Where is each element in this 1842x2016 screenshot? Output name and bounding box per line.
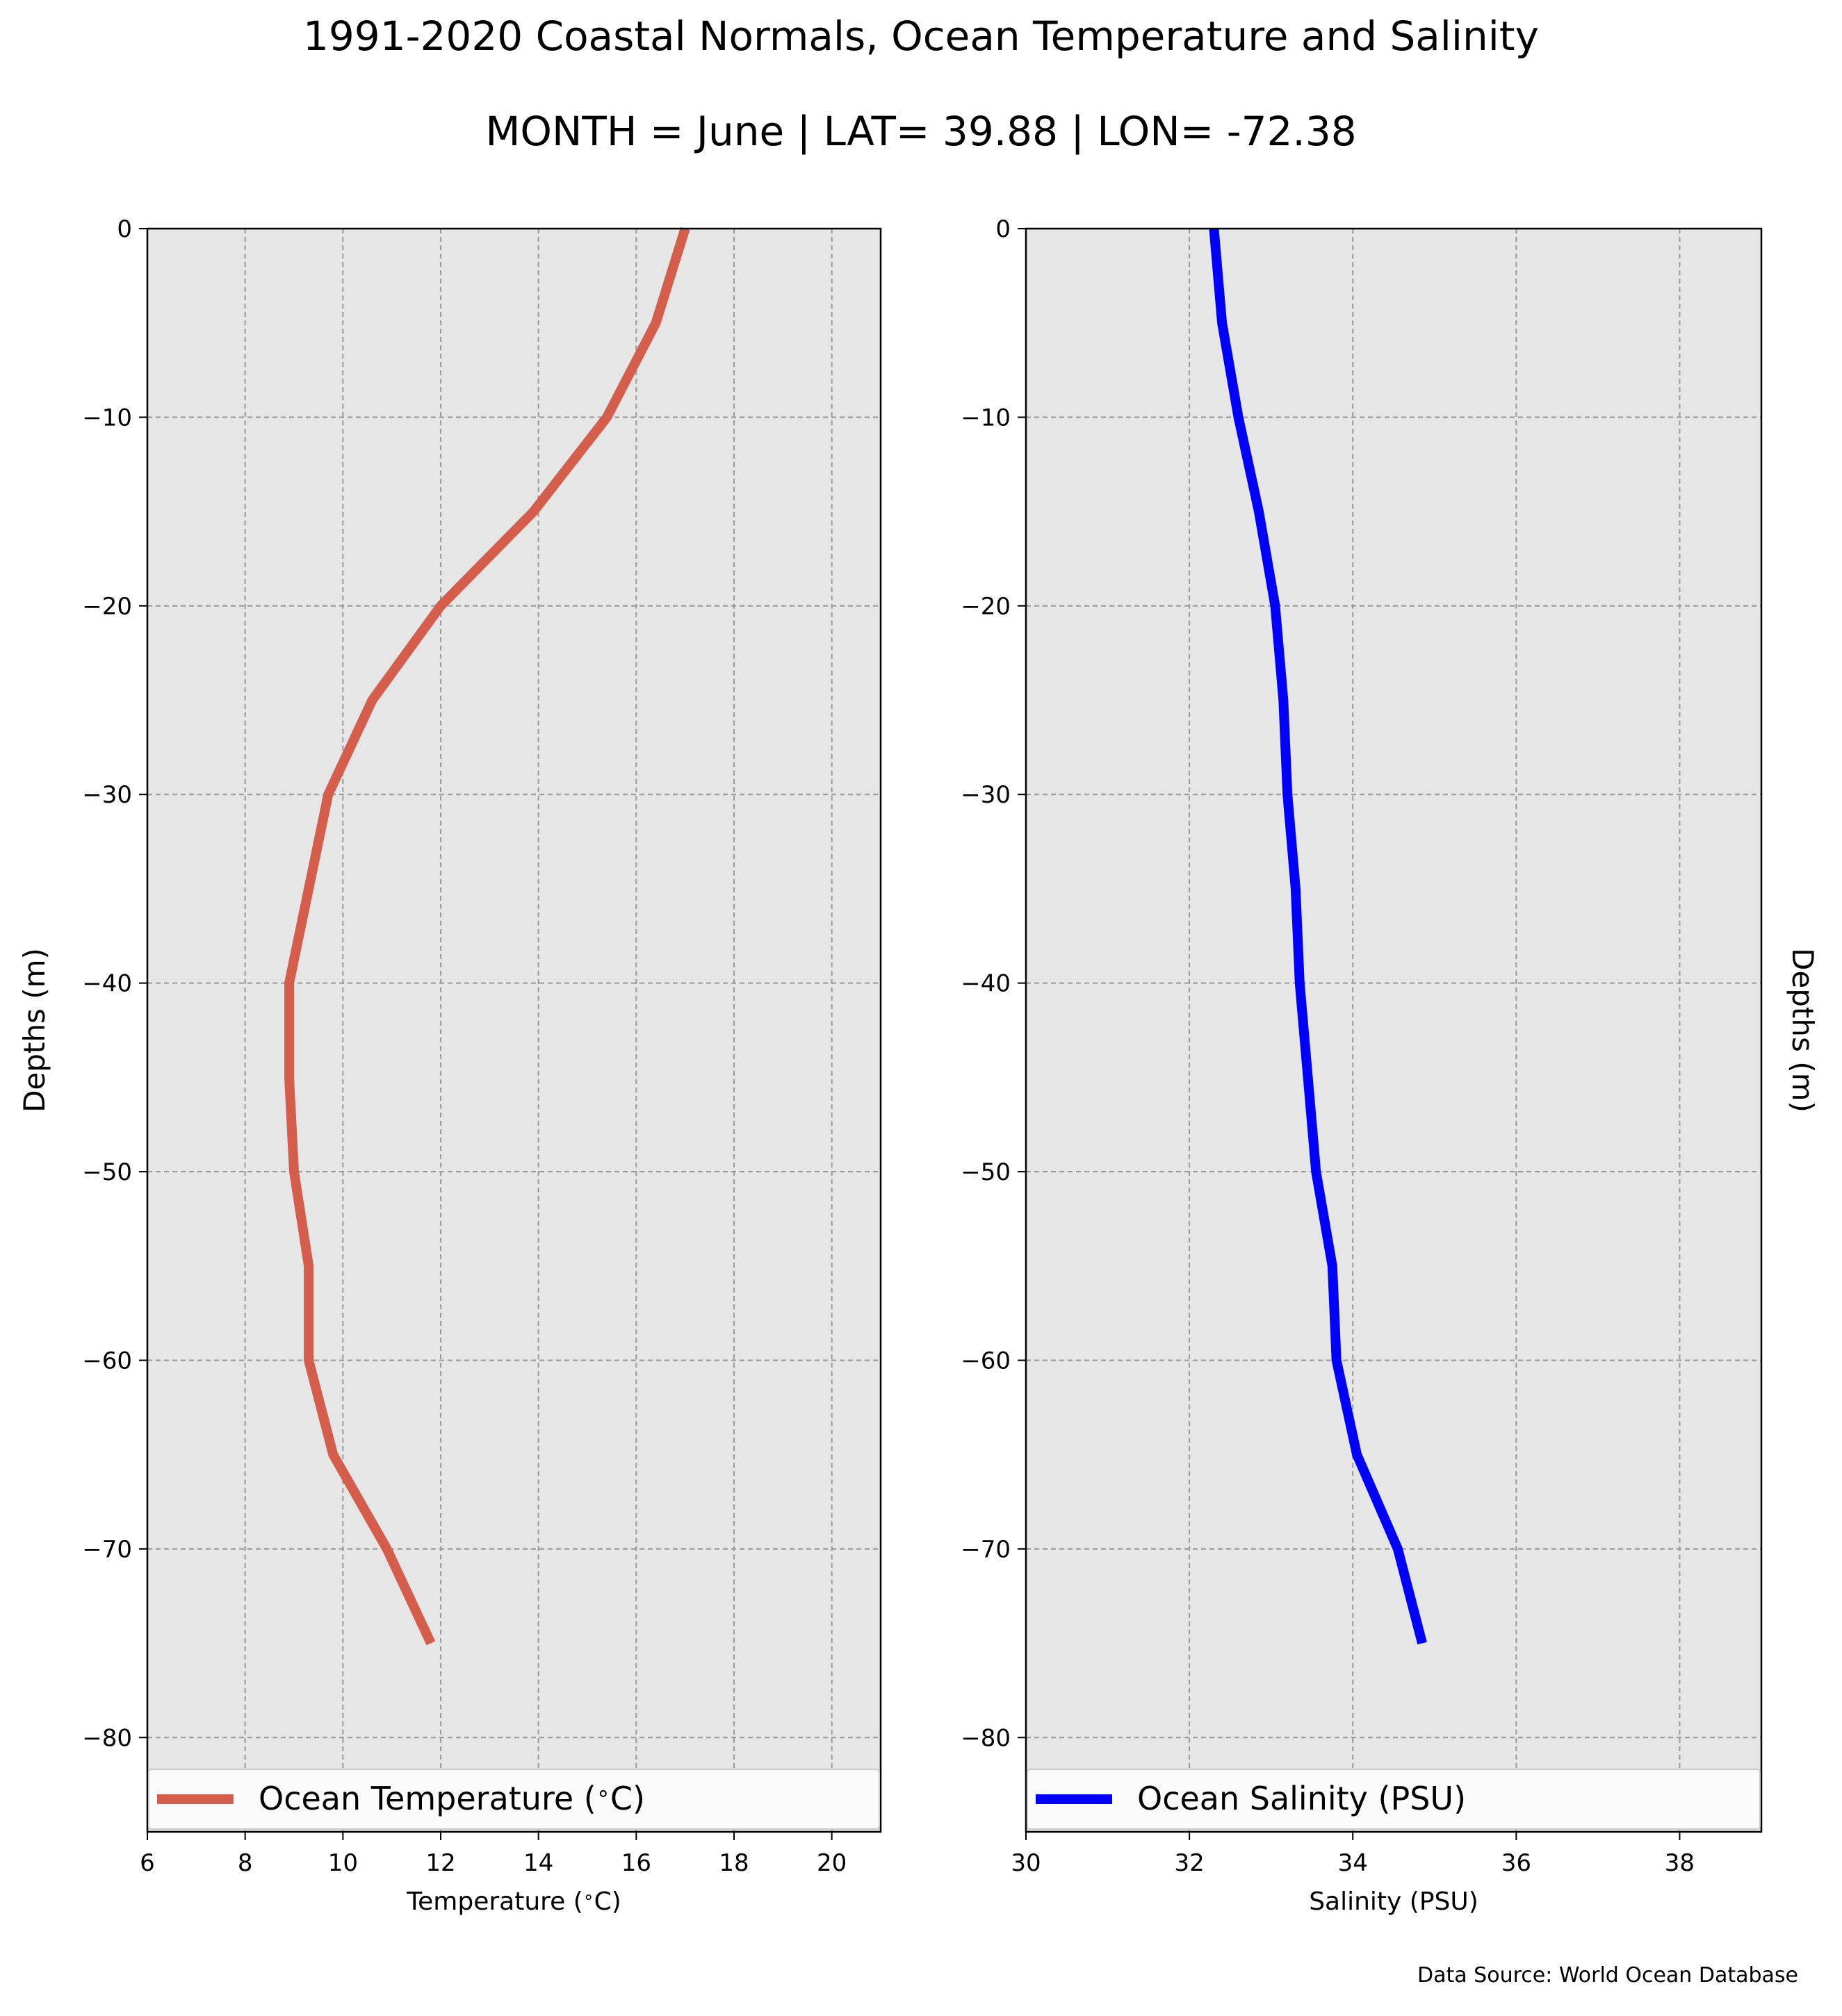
- y-tick-label: −50: [961, 1158, 1011, 1186]
- chart-panel-2: 30 32 34 36 38 0 −10 −20 −30 −40 −50 −60 −70 −80 Ocean…: [961, 215, 1820, 1916]
- data-source-note: Data Source: World Ocean Database: [1417, 1963, 1798, 1988]
- y-tick-label: −30: [961, 781, 1011, 809]
- legend-label: Ocean Temperature (∘C): [259, 1780, 645, 1817]
- axes-frame: [146, 227, 882, 1833]
- x-tick-label: 6: [140, 1849, 155, 1877]
- x-tick-label: 32: [1174, 1849, 1204, 1877]
- x-tick-label: 18: [719, 1849, 749, 1877]
- y-tick-label: −70: [82, 1536, 132, 1564]
- chart-panel-1: 6 8 10 12 14 16 18 20 0 −10 −20 −30 −40 −50 −60 −70 −80 O…: [17, 215, 882, 1916]
- y-tick-label: −80: [961, 1724, 1011, 1752]
- x-tick-label: 20: [817, 1849, 847, 1877]
- y-tick-label: 0: [117, 215, 132, 243]
- y-tick-label: −50: [82, 1158, 132, 1186]
- x-axis-label: Temperature (∘C): [406, 1887, 621, 1916]
- x-tick-label: 10: [328, 1849, 358, 1877]
- chart-subtitle: MONTH = June | LAT= 39.88 | LON= -72.38: [485, 108, 1357, 155]
- legend: Ocean Salinity (PSU): [1027, 1769, 1761, 1830]
- plot-area: [1026, 229, 1761, 1832]
- x-tick-label: 12: [425, 1849, 455, 1877]
- x-tick-label: 8: [238, 1849, 253, 1877]
- y-axis-label: Depths (m): [1786, 948, 1820, 1113]
- x-tick-label: 14: [523, 1849, 553, 1877]
- y-tick-label: −40: [82, 970, 132, 998]
- plot-area: [147, 229, 881, 1832]
- x-tick-label: 38: [1665, 1849, 1695, 1877]
- chart-title: 1991-2020 Coastal Normals, Ocean Tempera…: [303, 13, 1539, 60]
- y-tick-label: −80: [82, 1724, 132, 1752]
- x-axis-label: Salinity (PSU): [1309, 1887, 1478, 1916]
- y-tick-label: −10: [82, 404, 132, 432]
- y-tick-label: −60: [961, 1347, 1011, 1375]
- y-tick-label: −20: [82, 593, 132, 621]
- y-tick-label: −20: [961, 593, 1011, 621]
- series-line: [1209, 228, 1427, 1645]
- axes-frame: [1025, 227, 1763, 1833]
- legend: Ocean Temperature (∘C): [148, 1769, 880, 1830]
- y-tick-label: −70: [961, 1536, 1011, 1564]
- x-tick-label: 30: [1011, 1849, 1041, 1877]
- y-tick-label: −60: [82, 1347, 132, 1375]
- series-line: [284, 227, 690, 1646]
- legend-label: Ocean Salinity (PSU): [1137, 1780, 1466, 1817]
- x-tick-label: 34: [1338, 1849, 1368, 1877]
- x-tick-label: 16: [621, 1849, 651, 1877]
- legend-box: [1027, 1769, 1761, 1830]
- y-tick-label: −40: [961, 970, 1011, 998]
- y-tick-label: 0: [995, 215, 1011, 243]
- y-axis-label: Depths (m): [17, 948, 51, 1113]
- legend-box: [148, 1769, 880, 1830]
- y-tick-label: −10: [961, 404, 1011, 432]
- x-tick-label: 36: [1501, 1849, 1531, 1877]
- y-tick-label: −30: [82, 781, 132, 809]
